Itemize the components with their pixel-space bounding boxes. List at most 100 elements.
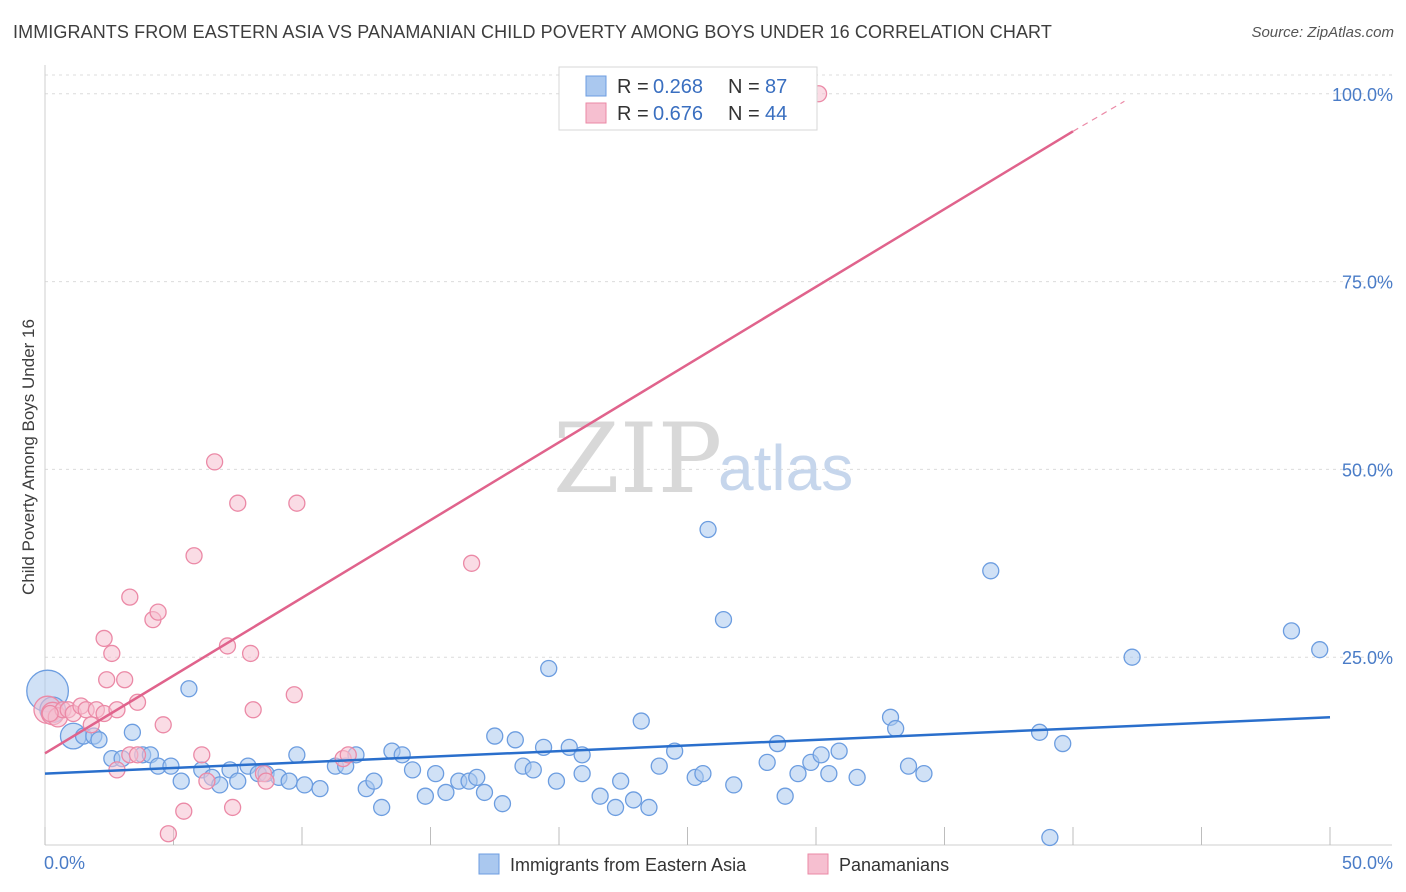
data-point-panamanians: [229, 494, 247, 512]
data-point-panamanians: [128, 746, 147, 764]
data-point-immigrants: [812, 746, 830, 764]
data-point-immigrants: [123, 723, 142, 741]
legend-n-label-2: N =: [728, 103, 760, 125]
series-panamanians-points: [33, 85, 828, 843]
data-point-immigrants: [403, 761, 422, 779]
data-point-panamanians: [98, 671, 116, 689]
data-point-panamanians: [149, 603, 167, 621]
source-credit: Source: ZipAtlas.com: [1251, 24, 1394, 41]
data-point-panamanians: [95, 629, 113, 648]
y-tick-label: 100.0%: [1332, 85, 1393, 105]
data-point-immigrants: [416, 787, 435, 805]
data-point-immigrants: [915, 764, 933, 783]
bottom-legend-swatch-pink: [807, 853, 829, 875]
data-point-immigrants: [899, 757, 918, 775]
legend-r-label-2: R =: [617, 103, 649, 125]
legend-n-label-1: N =: [728, 76, 760, 98]
data-point-immigrants: [1030, 723, 1049, 741]
data-point-immigrants: [699, 520, 717, 539]
legend-r-value-2: 0.676: [653, 103, 703, 125]
data-point-immigrants: [694, 764, 712, 783]
data-point-panamanians: [244, 701, 262, 719]
data-point-immigrants: [437, 783, 455, 802]
data-point-immigrants: [848, 768, 866, 787]
bottom-legend-label-immigrants: Immigrants from Eastern Asia: [510, 855, 747, 875]
chart-title: IMMIGRANTS FROM EASTERN ASIA VS PANAMANI…: [13, 22, 1052, 42]
data-point-panamanians: [154, 716, 172, 734]
data-point-immigrants: [640, 798, 658, 817]
data-point-immigrants: [982, 562, 1000, 580]
data-point-immigrants: [162, 757, 180, 775]
data-point-immigrants: [624, 791, 643, 809]
y-tick-label: 25.0%: [1342, 648, 1393, 668]
data-point-panamanians: [241, 644, 260, 663]
data-point-immigrants: [573, 764, 591, 783]
watermark-zip: ZIP: [553, 403, 722, 515]
data-point-immigrants: [373, 798, 391, 817]
data-point-immigrants: [612, 772, 630, 790]
data-point-immigrants: [1054, 734, 1072, 753]
data-point-panamanians: [339, 746, 357, 764]
data-point-panamanians: [175, 802, 193, 820]
data-point-immigrants: [475, 783, 494, 802]
data-point-immigrants: [295, 776, 314, 794]
data-point-immigrants: [1282, 622, 1301, 640]
legend-r-value-1: 0.268: [653, 76, 703, 98]
data-point-immigrants: [606, 798, 625, 817]
legend-swatch-blue: [585, 75, 607, 97]
data-point-immigrants: [486, 727, 504, 745]
trend-line-panamanians-extension: [1072, 100, 1125, 132]
data-point-immigrants: [758, 753, 776, 772]
legend-n-value-2: 44: [765, 103, 787, 125]
data-point-immigrants: [887, 719, 905, 738]
data-point-immigrants: [789, 764, 807, 783]
data-point-immigrants: [393, 746, 411, 764]
data-point-panamanians: [41, 704, 59, 723]
data-point-immigrants: [725, 776, 743, 794]
x-tick-labels: 0.0% 50.0%: [44, 853, 1393, 873]
data-point-immigrants: [768, 734, 787, 753]
y-tick-label: 50.0%: [1342, 460, 1393, 480]
data-point-immigrants: [632, 712, 650, 730]
trend-line-panamanians: [44, 130, 1074, 755]
trend-line-immigrants: [44, 716, 1331, 775]
data-point-panamanians: [121, 588, 139, 606]
data-point-panamanians: [462, 554, 481, 572]
stats-legend: R = 0.268 N = 87 R = 0.676 N = 44: [558, 66, 818, 131]
data-point-immigrants: [540, 659, 558, 678]
x-tick-label: 50.0%: [1342, 853, 1393, 873]
data-point-panamanians: [205, 453, 224, 471]
data-point-panamanians: [103, 644, 121, 663]
y-tick-labels: 25.0% 50.0% 75.0% 100.0%: [1332, 85, 1393, 668]
data-point-immigrants: [468, 768, 486, 787]
data-point-immigrants: [426, 764, 445, 783]
data-point-panamanians: [198, 772, 216, 790]
data-point-panamanians: [185, 547, 203, 565]
data-point-immigrants: [172, 772, 190, 790]
data-point-immigrants: [1123, 648, 1141, 666]
series-immigrants-points: [26, 520, 1329, 847]
bottom-legend-swatch-blue: [478, 853, 500, 875]
data-point-immigrants: [1311, 641, 1329, 659]
data-point-panamanians: [116, 671, 134, 689]
grid: [45, 74, 1392, 658]
data-point-immigrants: [650, 757, 668, 775]
data-point-immigrants: [524, 761, 542, 779]
data-point-immigrants: [288, 746, 306, 764]
data-point-panamanians: [223, 798, 242, 817]
legend-n-value-1: 87: [765, 76, 787, 98]
data-point-immigrants: [776, 787, 794, 805]
data-point-immigrants: [365, 772, 383, 790]
data-point-panamanians: [159, 825, 178, 843]
y-axis-label: Child Poverty Among Boys Under 16: [19, 319, 38, 595]
data-point-immigrants: [180, 680, 198, 698]
legend-swatch-pink: [585, 102, 607, 124]
data-point-immigrants: [229, 772, 247, 790]
data-point-panamanians: [288, 494, 306, 512]
data-point-immigrants: [311, 780, 329, 798]
data-point-immigrants: [820, 764, 838, 783]
data-point-panamanians: [193, 746, 211, 764]
data-point-immigrants: [1041, 828, 1059, 847]
watermark-atlas: atlas: [718, 432, 853, 504]
